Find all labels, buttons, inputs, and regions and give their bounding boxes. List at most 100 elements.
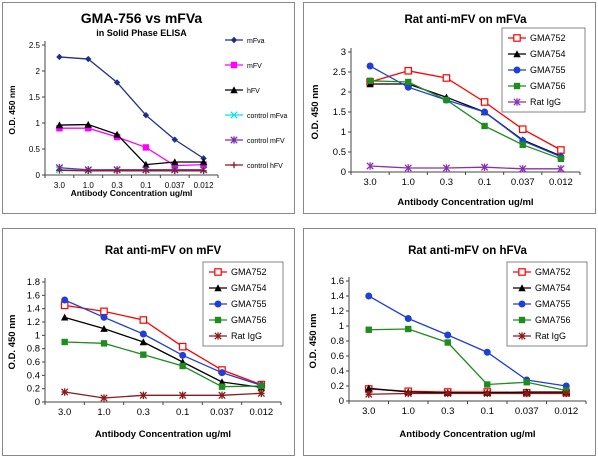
data-point [519,141,526,148]
data-point [100,394,108,402]
data-point [56,53,63,61]
legend-marker [214,284,222,292]
data-point [218,369,226,377]
chart-svg: Rat anti-mFV on hFVa 0 0.2 0.4 0.6 0.8 1 1.2 1.4… [308,245,588,440]
data-point [365,384,373,392]
y-tick-label: 1.4 [27,304,40,315]
data-point [139,338,148,346]
data-point [171,158,179,166]
legend-label: GMA755 [231,299,267,309]
data-point [60,313,69,321]
x-axis-label: Antibody Concentration ug/ml [397,197,533,208]
data-point [443,96,450,104]
y-tick-label: 0.2 [331,381,344,392]
y-tick-label: 0 [341,167,346,178]
data-point [483,348,491,356]
series-line [370,80,562,160]
data-point [56,167,63,174]
y-axis-label: O.D. 450 nm [7,315,18,370]
data-point [518,125,527,134]
chart-panel-mfv: Rat anti-mFV on mFV 0 0.2 0.4 0.6 0.8 1 1.2 1.4 1… [2,228,295,456]
chart-subtitle: in Solid Phase ELISA [96,28,187,38]
legend-label: GMA752 [535,267,571,277]
x-tick-label: 0.3 [137,407,150,418]
data-point [562,389,570,398]
chart-title: GMA-756 vs mFVa [81,10,203,26]
x-tick-label: 0.3 [441,406,454,417]
data-point [557,165,565,173]
chart-panel-gma756-vs-mfva: GMA-756 vs mFVa in Solid Phase ELISA 0 0.5 1… [2,2,295,214]
y-tick-label: 1 [36,119,41,128]
x-tick-label: 0.1 [176,407,189,418]
x-tick-label: 0.037 [165,181,186,190]
legend-marker [214,316,222,324]
data-point [139,316,148,324]
x-tick-label: 3.0 [54,181,66,190]
legend-label: GMA752 [530,33,566,43]
data-point [218,391,226,400]
y-tick-label: 1.4 [331,291,344,302]
y-axis-label: O.D. 450 nm [308,314,319,369]
legend-marker [518,284,526,292]
legend-marker [230,86,238,94]
y-tick-label: 0 [36,171,41,180]
legend-label: GMA754 [231,283,267,293]
y-tick-label: 1.2 [27,317,40,328]
y-tick-label: 0.4 [27,370,40,381]
legend-marker [518,268,526,276]
data-point [100,340,108,347]
legend-label: control mFV [247,138,285,145]
data-point [100,324,108,332]
y-axis-label: O.D. 450 nm [7,85,17,135]
legend-label: GMA752 [231,267,267,277]
legend-marker-stroke [230,111,238,119]
x-tick-label: 1.0 [402,406,415,417]
data-point [55,121,64,129]
data-point [142,112,150,119]
data-point [178,342,187,351]
y-tick-label: 0.8 [27,344,40,355]
x-tick-label: 0.3 [112,181,124,190]
data-point [366,162,374,170]
data-point [140,351,147,358]
y-tick-label: 1 [339,321,344,332]
series-line [64,304,262,386]
data-point [523,379,530,386]
legend-marker [518,300,526,308]
x-tick-label: 3.0 [362,406,375,417]
y-tick-label: 0.5 [333,147,346,158]
y-axis-label: O.D. 450 nm [310,85,321,140]
data-point [258,382,265,390]
data-point [444,331,452,339]
x-axis-label: Antibody Concentration ug/ml [95,429,231,440]
legend-label: control mFva [247,113,288,120]
legend-label: Rat IgG [530,97,561,107]
data-point [484,381,491,388]
series-line [59,169,204,172]
x-tick-label: 0.1 [478,177,491,188]
data-point [523,389,531,398]
legend-label: hFV [247,88,260,95]
chart-svg: GMA-756 vs mFVa in Solid Phase ELISA 0 0.5 1… [7,10,288,198]
y-tick-label: 0.4 [331,366,344,377]
data-point [519,165,527,173]
legend-label: mFva [247,38,265,45]
x-tick-label: 1.0 [83,181,95,190]
chart-svg: Rat anti-mFV on mFV 0 0.2 0.4 0.6 0.8 1 1.2 1.4 1… [7,245,284,440]
y-tick-label: 0.8 [331,336,344,347]
legend-label: control hFV [247,163,283,170]
series-line [368,387,567,394]
data-point [404,83,412,91]
data-point [481,122,488,130]
x-tick-label: 0.037 [515,406,539,417]
data-point [171,162,178,169]
data-point [113,130,121,138]
y-tick-label: 0.5 [29,145,41,154]
legend-label: GMA756 [535,315,571,325]
y-tick-label: 1 [341,127,346,138]
legend-marker [518,316,526,324]
chart-panel-hfva: Rat anti-mFV on hFVa 0 0.2 0.4 0.6 0.8 1 1.2 1.4… [303,228,596,456]
x-tick-label: 0.012 [549,177,573,188]
series-line [64,341,262,388]
data-point [179,391,187,400]
